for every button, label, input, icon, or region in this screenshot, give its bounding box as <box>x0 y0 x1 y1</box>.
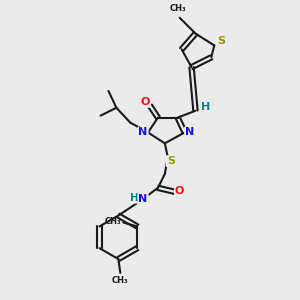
Text: O: O <box>140 97 150 107</box>
Text: S: S <box>217 37 225 46</box>
Text: S: S <box>167 156 175 166</box>
Text: N: N <box>139 194 148 204</box>
Text: N: N <box>185 128 194 137</box>
Text: CH₃: CH₃ <box>169 4 186 13</box>
Text: CH₃: CH₃ <box>112 276 129 285</box>
Text: H: H <box>130 193 139 203</box>
Text: H: H <box>201 102 210 112</box>
Text: O: O <box>175 186 184 196</box>
Text: N: N <box>139 128 148 137</box>
Text: CH₃: CH₃ <box>105 217 122 226</box>
